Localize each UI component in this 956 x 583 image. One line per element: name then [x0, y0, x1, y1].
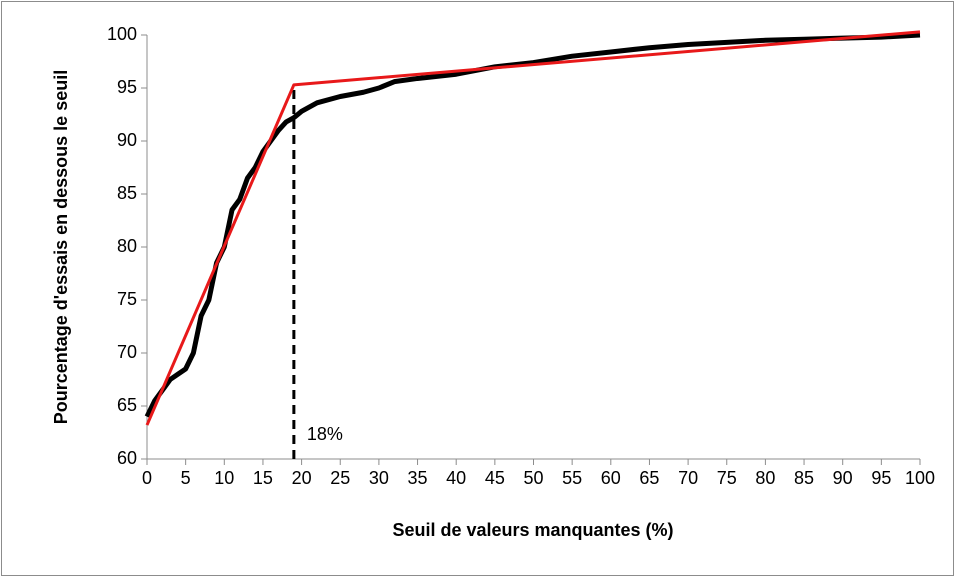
x-tick-label: 100 — [905, 468, 935, 488]
y-tick-label: 70 — [117, 342, 137, 362]
y-tick-label: 80 — [117, 236, 137, 256]
x-tick-label: 95 — [871, 468, 891, 488]
x-tick-label: 70 — [678, 468, 698, 488]
x-tick-label: 5 — [181, 468, 191, 488]
y-tick-label: 85 — [117, 183, 137, 203]
y-tick-label: 100 — [107, 24, 137, 44]
x-tick-label: 85 — [794, 468, 814, 488]
y-tick-label: 65 — [117, 395, 137, 415]
x-tick-label: 55 — [562, 468, 582, 488]
x-tick-label: 35 — [408, 468, 428, 488]
y-tick-label: 90 — [117, 130, 137, 150]
y-tick-label: 95 — [117, 77, 137, 97]
x-tick-label: 25 — [330, 468, 350, 488]
x-tick-label: 45 — [485, 468, 505, 488]
x-tick-label: 20 — [292, 468, 312, 488]
x-tick-label: 65 — [639, 468, 659, 488]
line-series — [145, 30, 921, 426]
y-tick-label: 60 — [117, 448, 137, 468]
x-tick-label: 40 — [446, 468, 466, 488]
x-tick-label: 0 — [142, 468, 152, 488]
y-axis-label: Pourcentage d'essais en dessous le seuil — [51, 70, 71, 424]
x-tick-label: 10 — [214, 468, 234, 488]
x-tick-label: 50 — [523, 468, 543, 488]
x-tick-label: 90 — [833, 468, 853, 488]
x-tick-label: 30 — [369, 468, 389, 488]
x-axis-label: Seuil de valeurs manquantes (%) — [392, 520, 673, 540]
x-tick-label: 75 — [717, 468, 737, 488]
x-tick-label: 80 — [755, 468, 775, 488]
y-tick-label: 75 — [117, 289, 137, 309]
threshold-label: 18% — [307, 424, 343, 444]
x-tick-label: 15 — [253, 468, 273, 488]
line-series — [144, 32, 921, 418]
x-tick-label: 60 — [601, 468, 621, 488]
